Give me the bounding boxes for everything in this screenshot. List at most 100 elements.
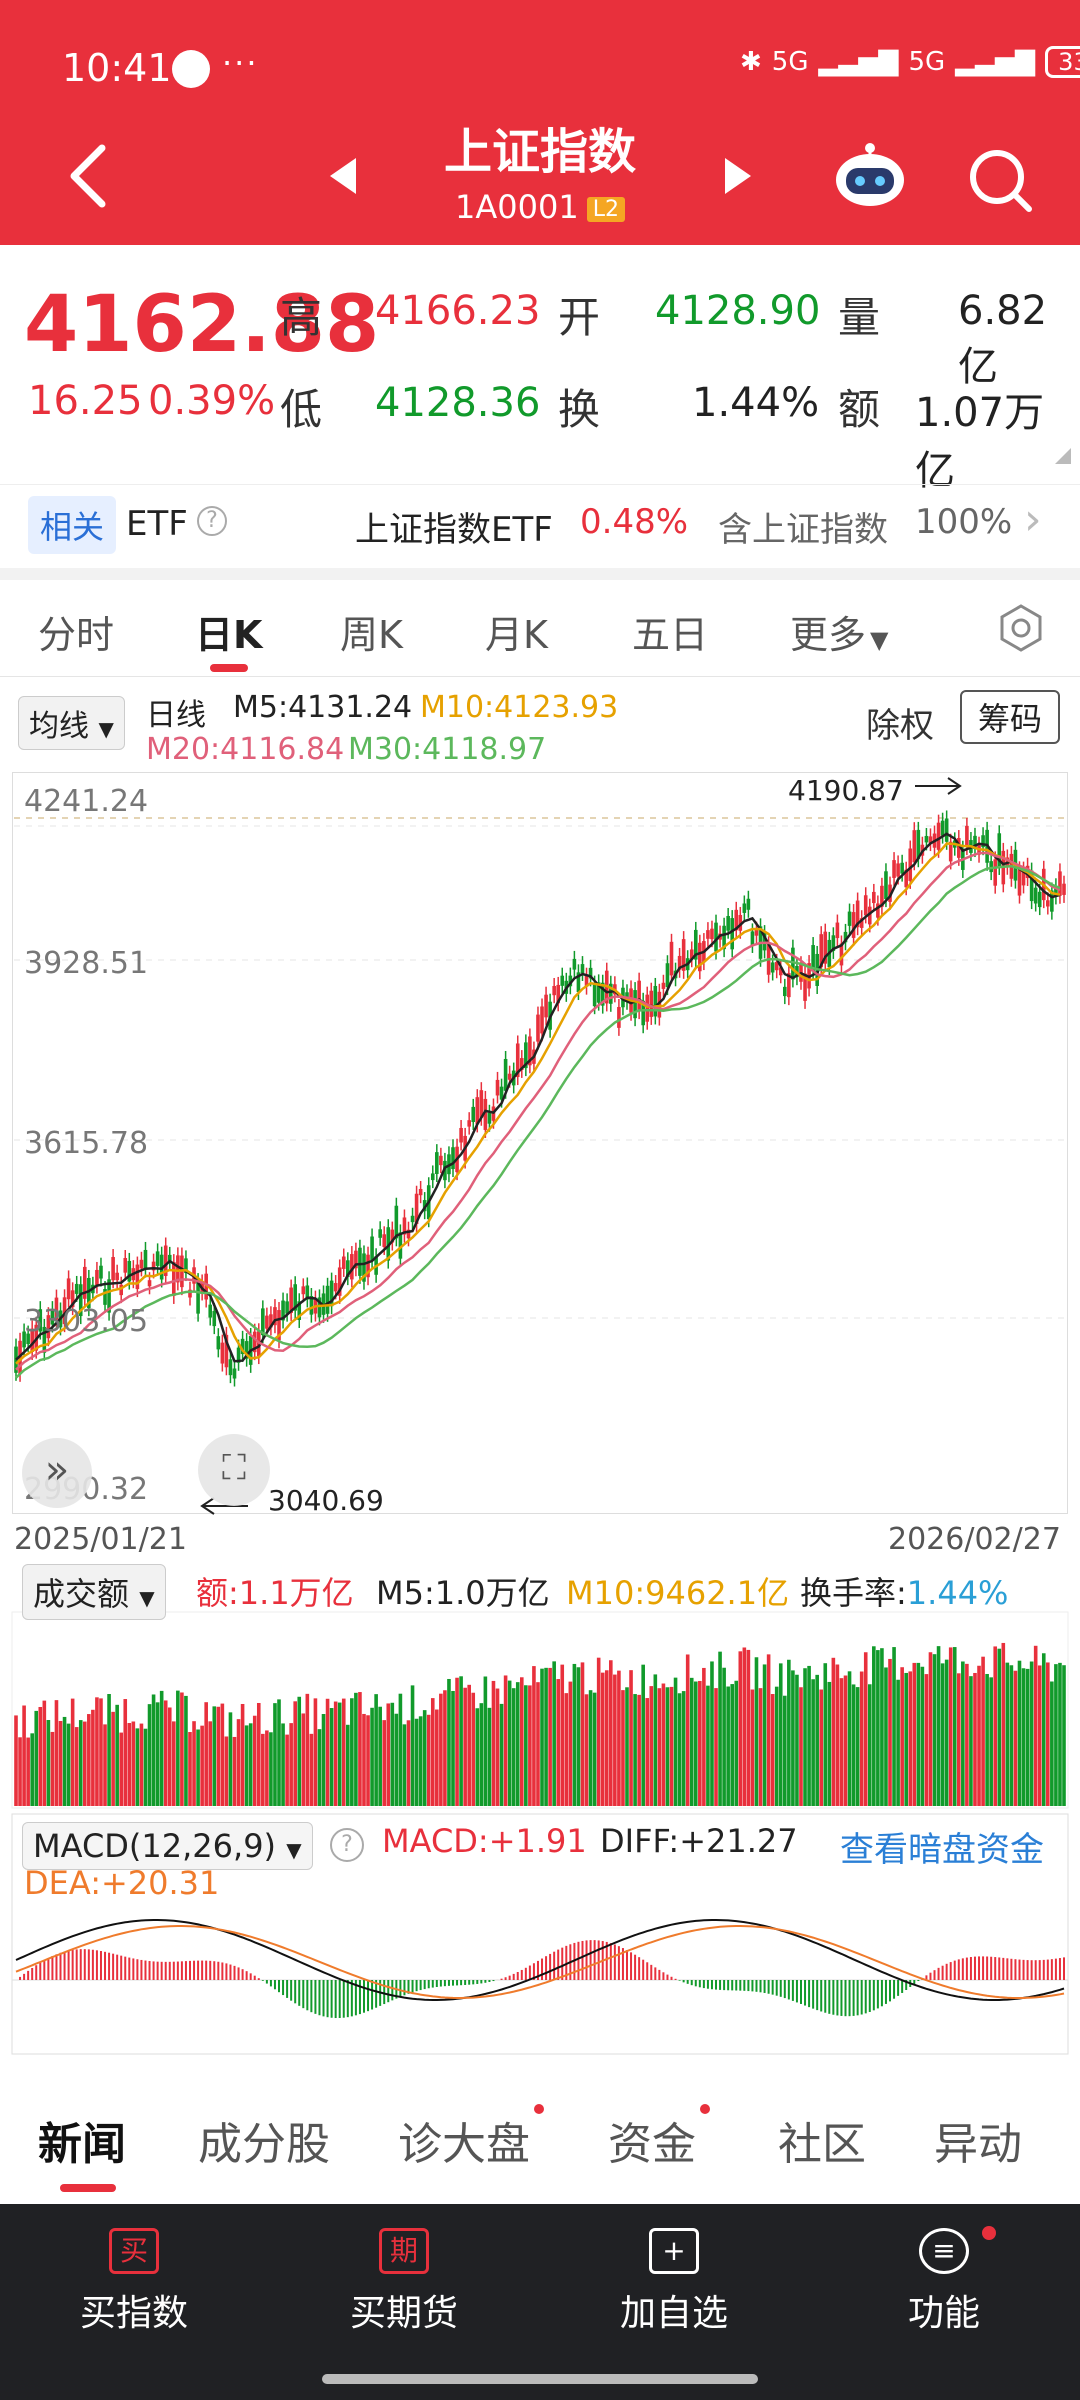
- volume-bar: [236, 1719, 241, 1806]
- volume-bar: [289, 1723, 293, 1806]
- tab-constituents[interactable]: 成分股: [198, 2119, 330, 2170]
- volume-bar: [99, 1698, 103, 1806]
- related-etf-row[interactable]: [0, 484, 1080, 568]
- volume-bar: [410, 1685, 415, 1806]
- help-icon[interactable]: ?: [197, 506, 227, 536]
- prev-index-icon[interactable]: [330, 158, 356, 194]
- volume-bar: [689, 1677, 694, 1806]
- help-icon[interactable]: ?: [330, 1828, 364, 1862]
- volume-bar: [609, 1660, 613, 1806]
- y-axis-label-3: 3615.78: [24, 1126, 149, 1161]
- settings-icon[interactable]: [996, 603, 1046, 653]
- volume-bar: [172, 1721, 176, 1806]
- ma-selector[interactable]: 均线 ▼: [18, 696, 125, 750]
- volume-bar: [855, 1687, 860, 1806]
- volume-bar: [14, 1715, 18, 1806]
- turnover-rate-label: 换手率:: [800, 1574, 907, 1612]
- volume-bar: [888, 1658, 892, 1806]
- volume-bar: [107, 1693, 111, 1806]
- chips-button[interactable]: 筹码: [960, 690, 1061, 744]
- tab-more[interactable]: 更多 ▼: [790, 604, 888, 659]
- buy-futures-button[interactable]: 期 买期货: [304, 2228, 504, 2336]
- high-value: 4166.23: [375, 288, 541, 334]
- dark-pool-funds-link[interactable]: 查看暗盘资金: [840, 1830, 1044, 1870]
- volume-bar: [511, 1688, 516, 1806]
- tab-news[interactable]: 新闻: [38, 2119, 126, 2170]
- volume-bar: [200, 1725, 204, 1806]
- volume-bar: [653, 1674, 658, 1806]
- volume-bar: [944, 1659, 949, 1806]
- etf-pct: 0.48%: [580, 502, 689, 542]
- tab-funds[interactable]: 资金: [608, 2119, 696, 2170]
- macd-selector[interactable]: MACD(12,26,9) ▼: [22, 1822, 313, 1870]
- volume-bar: [714, 1688, 718, 1806]
- volume-bar: [139, 1723, 144, 1806]
- volume-bar: [702, 1667, 706, 1806]
- volume-bar: [70, 1698, 75, 1806]
- tab-monthly-k[interactable]: 月K: [485, 613, 548, 657]
- ex-rights-toggle[interactable]: 除权: [866, 706, 934, 746]
- y-axis-label-4: 3303.05: [24, 1304, 149, 1339]
- volume-bar: [592, 1692, 597, 1806]
- volume-bar: [588, 1690, 593, 1806]
- volume-bar: [208, 1721, 213, 1806]
- buy-futures-label: 买期货: [349, 2293, 458, 2334]
- fullscreen-icon[interactable]: ⛶: [198, 1434, 270, 1506]
- volume-bar: [467, 1684, 471, 1806]
- volume-bar: [981, 1656, 985, 1806]
- volume-bar: [540, 1668, 544, 1806]
- collapse-panel-icon[interactable]: »: [22, 1438, 92, 1508]
- volume-bar: [394, 1713, 399, 1806]
- volume-value: 6.82亿: [958, 288, 1048, 390]
- volume-bar: [621, 1690, 625, 1806]
- tab-community[interactable]: 社区: [778, 2119, 866, 2170]
- notification-dot: [534, 2104, 544, 2114]
- back-icon[interactable]: [60, 140, 120, 212]
- expand-corner-icon[interactable]: [1055, 448, 1071, 464]
- volume-bar: [1058, 1662, 1062, 1806]
- tab-anomaly[interactable]: 异动: [934, 2119, 1022, 2170]
- volume-bar: [831, 1657, 836, 1806]
- tab-intraday[interactable]: 分时: [38, 613, 115, 657]
- volume-bar: [87, 1714, 91, 1806]
- volume-bar: [479, 1703, 484, 1806]
- turnover-rate: 换手率:1.44%: [800, 1568, 1008, 1614]
- volume-bar: [746, 1649, 751, 1806]
- volume-selector-label: 成交额: [33, 1575, 130, 1613]
- volume-bar: [34, 1710, 39, 1806]
- volume-selector[interactable]: 成交额 ▼: [22, 1564, 166, 1620]
- volume-bar: [677, 1693, 682, 1806]
- volume-bar: [422, 1710, 427, 1806]
- volume-bar: [240, 1703, 245, 1806]
- volume-bar: [977, 1665, 981, 1806]
- functions-button[interactable]: ≡ 功能: [844, 2228, 1044, 2336]
- start-date: 2025/01/21: [14, 1522, 187, 1557]
- search-icon[interactable]: [965, 145, 1035, 215]
- next-index-icon[interactable]: [725, 158, 751, 194]
- kline-chart-area[interactable]: [12, 772, 1068, 1514]
- buy-index-button[interactable]: 买 买指数: [34, 2228, 234, 2336]
- volume-bar: [596, 1657, 601, 1806]
- volume-panel: [11, 1611, 1069, 1809]
- tab-market-diagnosis[interactable]: 诊大盘: [398, 2119, 530, 2170]
- dea-line: [15, 1925, 1065, 1999]
- volume-bar: [184, 1695, 188, 1806]
- news-tab-bar: [0, 2080, 1080, 2200]
- tab-weekly-k[interactable]: 周K: [340, 613, 403, 657]
- volume-bar: [997, 1648, 1002, 1806]
- robot-assistant-icon[interactable]: [830, 140, 910, 210]
- volume-bar: [362, 1713, 366, 1806]
- etf-contains: 含上证指数: [718, 510, 888, 550]
- volume-bar: [528, 1685, 532, 1806]
- volume-bar: [370, 1707, 374, 1806]
- volume-bar: [232, 1736, 237, 1806]
- volume-bar: [1009, 1665, 1014, 1806]
- add-watchlist-button[interactable]: + 加自选: [574, 2228, 774, 2336]
- volume-bar: [483, 1676, 488, 1806]
- tab-five-day[interactable]: 五日: [632, 613, 709, 657]
- volume-label: 量: [838, 293, 881, 342]
- tab-daily-k[interactable]: 日K: [195, 613, 263, 657]
- more-status-icon: ···: [222, 44, 259, 82]
- chevron-right-icon[interactable]: ›: [1024, 494, 1042, 545]
- volume-bar: [378, 1706, 382, 1806]
